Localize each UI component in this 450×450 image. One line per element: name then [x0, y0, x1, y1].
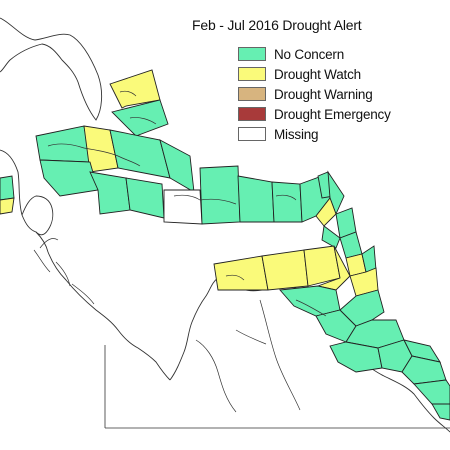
- legend-swatch-no-concern: [238, 47, 266, 61]
- island-outlines: [47, 90, 327, 317]
- legend-label: Drought Emergency: [274, 106, 391, 122]
- zone-bahamas-north: [109, 69, 161, 109]
- legend-label: Drought Watch: [274, 66, 361, 82]
- yucatan-coastline: [21, 195, 54, 236]
- zone-abc-islands: [213, 255, 269, 291]
- zone-coast-east-3: [413, 379, 450, 405]
- zone-cayman: [39, 159, 99, 197]
- zone-leeward-4: [321, 225, 341, 249]
- zone-cuba-east: [109, 129, 171, 179]
- legend-swatch-drought-emergency: [238, 107, 266, 121]
- zone-coast-east-2: [401, 355, 447, 385]
- zone-windward-4: [349, 267, 379, 297]
- legend-label: No Concern: [274, 46, 345, 62]
- central-america-coastline: [0, 149, 171, 381]
- legend-item-drought-warning: Drought Warning: [238, 84, 391, 104]
- zone-belize-south: [0, 197, 15, 215]
- legend: No Concern Drought Watch Drought Warning…: [238, 44, 391, 144]
- zone-coast-east-4: [431, 403, 450, 421]
- legend-item-drought-watch: Drought Watch: [238, 64, 391, 84]
- zone-dominican-east: [237, 175, 275, 223]
- zone-jamaica: [89, 171, 131, 215]
- legend-swatch-drought-warning: [238, 87, 266, 101]
- legend-swatch-drought-watch: [238, 67, 266, 81]
- legend-swatch-missing: [238, 127, 266, 141]
- legend-label: Drought Warning: [274, 86, 373, 102]
- zone-puerto-rico: [271, 181, 303, 223]
- north-america-coastline: [0, 17, 103, 121]
- zone-dominican-west: [199, 165, 241, 225]
- zone-jamaica-south: [125, 177, 165, 219]
- zone-guyana-north: [279, 285, 341, 317]
- central-america-borders: [33, 238, 95, 305]
- zone-belize-north: [0, 175, 15, 201]
- legend-item-no-concern: No Concern: [238, 44, 391, 64]
- south-america-inland-borders: [195, 299, 301, 413]
- zone-venezuela-west: [261, 249, 309, 291]
- map-title: Feb - Jul 2016 Drought Alert: [192, 17, 362, 33]
- zone-bahamas-south: [111, 99, 169, 137]
- legend-item-missing: Missing: [238, 124, 391, 144]
- legend-label: Missing: [274, 126, 319, 142]
- legend-item-drought-emergency: Drought Emergency: [238, 104, 391, 124]
